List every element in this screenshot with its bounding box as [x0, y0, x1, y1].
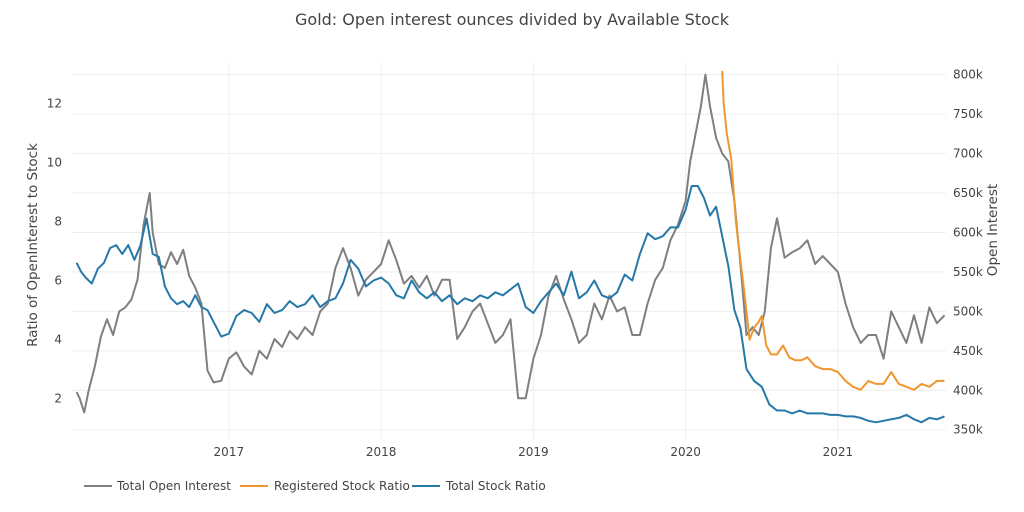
series-line-registered-stock-ratio	[721, 70, 945, 391]
y2-tick-label: 400k	[953, 383, 983, 397]
y-tick-label: 6	[54, 274, 62, 288]
y-gridlines	[72, 74, 946, 431]
legend-item-registered-stock-ratio[interactable]: Registered Stock Ratio	[240, 479, 410, 493]
y-tick-label: 10	[47, 155, 62, 169]
chart-title: Gold: Open interest ounces divided by Av…	[295, 10, 730, 29]
x-tick-label: 2019	[518, 445, 549, 459]
y2-tick-label: 650k	[953, 186, 983, 200]
series-lines	[75, 70, 946, 424]
y2-tick-label: 800k	[953, 68, 983, 82]
x-tick-label: 2021	[823, 445, 854, 459]
y-tick-label: 8	[54, 214, 62, 228]
y2-tick-label: 750k	[953, 107, 983, 121]
x-tick-label: 2017	[214, 445, 245, 459]
legend-label-registered-stock-ratio: Registered Stock Ratio	[274, 479, 410, 493]
y-tick-label: 12	[47, 96, 62, 110]
y2-tick-label: 450k	[953, 344, 983, 358]
series-line-total-stock-ratio	[75, 185, 945, 424]
legend-label-total-stock-ratio: Total Stock Ratio	[445, 479, 546, 493]
legend-label-total-open-interest: Total Open Interest	[116, 479, 231, 493]
legend-item-total-stock-ratio[interactable]: Total Stock Ratio	[412, 479, 546, 493]
y2-tick-label: 350k	[953, 423, 983, 437]
x-gridlines	[228, 62, 839, 440]
x-tick-label: 2020	[670, 445, 701, 459]
y2-tick-label: 500k	[953, 304, 983, 318]
y2-tick-label: 600k	[953, 225, 983, 239]
y2-tick-label: 550k	[953, 265, 983, 279]
x-tick-label: 2018	[366, 445, 397, 459]
y-axis-title: Ratio of OpenInterest to Stock	[25, 143, 41, 347]
x-axis-ticks: 2017 2018 2019 2020 2021	[214, 445, 854, 459]
y-tick-label: 2	[54, 392, 62, 406]
legend: Total Open Interest Registered Stock Rat…	[84, 479, 546, 493]
y-tick-label: 4	[54, 333, 62, 347]
y-axis-ticks: 2 4 6 8 10 12	[47, 96, 62, 405]
y2-axis-title: Open Interest	[985, 184, 1001, 276]
y2-tick-label: 700k	[953, 147, 983, 161]
y2-axis-ticks: 350k 400k 450k 500k 550k 600k 650k 700k 750k 800k	[953, 68, 983, 437]
legend-item-total-open-interest[interactable]: Total Open Interest	[84, 479, 231, 493]
series-line-total-open-interest	[75, 73, 946, 414]
